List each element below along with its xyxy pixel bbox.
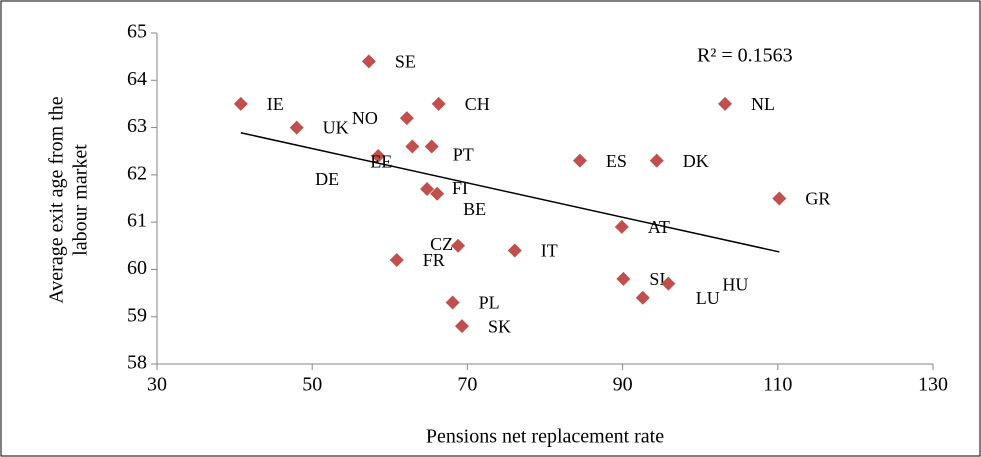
y-tick-label: 63 — [127, 115, 147, 137]
point — [772, 191, 787, 206]
point-label: SK — [488, 316, 511, 336]
point-label: GR — [805, 189, 830, 209]
y-axis-title-line: Average exit age from the — [46, 96, 68, 303]
point-label: ES — [606, 151, 627, 171]
point-label: SI — [649, 269, 665, 289]
point-label: CH — [465, 94, 490, 114]
x-tick-label: 70 — [457, 374, 477, 396]
point — [399, 111, 414, 126]
x-tick-label: 110 — [763, 374, 792, 396]
point-label: IE — [267, 94, 284, 114]
point-label: FI — [452, 178, 468, 198]
point-label: EE — [370, 152, 392, 172]
point — [507, 243, 522, 258]
point-label: FR — [423, 250, 445, 270]
point-label: HU — [722, 275, 748, 295]
point-label: AT — [648, 217, 670, 237]
point — [649, 153, 664, 168]
point — [405, 139, 420, 154]
point-label: NL — [751, 94, 775, 114]
point — [661, 276, 676, 291]
point — [431, 96, 446, 111]
trendline — [240, 132, 780, 253]
x-axis-title: Pensions net replacement rate — [426, 426, 664, 448]
point-label: UK — [323, 118, 349, 138]
y-axis-title: Average exit age from the labour market — [46, 96, 92, 303]
point-label: NO — [352, 108, 378, 128]
point — [424, 139, 439, 154]
point — [454, 319, 469, 334]
point — [371, 148, 386, 163]
point-label: DK — [683, 151, 709, 171]
point — [233, 96, 248, 111]
point — [572, 153, 587, 168]
point — [718, 96, 733, 111]
point-label: PL — [479, 293, 500, 313]
point-label: SE — [395, 51, 416, 71]
x-tick-label: 50 — [302, 374, 322, 396]
point — [361, 54, 376, 69]
point — [389, 252, 404, 267]
point — [420, 182, 435, 197]
x-tick-label: 130 — [918, 374, 948, 396]
y-tick-label: 60 — [127, 257, 147, 279]
y-tick-label: 59 — [127, 304, 147, 326]
point-label: BE — [463, 199, 486, 219]
point-label: LU — [696, 288, 720, 308]
point-label: PT — [453, 145, 474, 165]
y-tick-label: 65 — [127, 21, 147, 43]
point — [635, 290, 650, 305]
y-tick-label: 62 — [127, 162, 147, 184]
point — [445, 295, 460, 310]
y-axis-title-line: labour market — [70, 144, 92, 256]
y-tick-label: 58 — [127, 352, 147, 374]
point-label: CZ — [430, 234, 453, 254]
point-label: IT — [541, 241, 558, 261]
point — [430, 186, 445, 201]
point — [616, 271, 631, 286]
y-tick-label: 64 — [127, 68, 147, 90]
point — [614, 219, 629, 234]
point — [451, 238, 466, 253]
y-tick-label: 61 — [127, 210, 147, 232]
x-tick-label: 90 — [613, 374, 633, 396]
point-label: DE — [315, 169, 339, 189]
point — [289, 120, 304, 135]
r-squared: R² = 0.1563 — [697, 45, 793, 67]
x-tick-label: 30 — [147, 374, 167, 396]
